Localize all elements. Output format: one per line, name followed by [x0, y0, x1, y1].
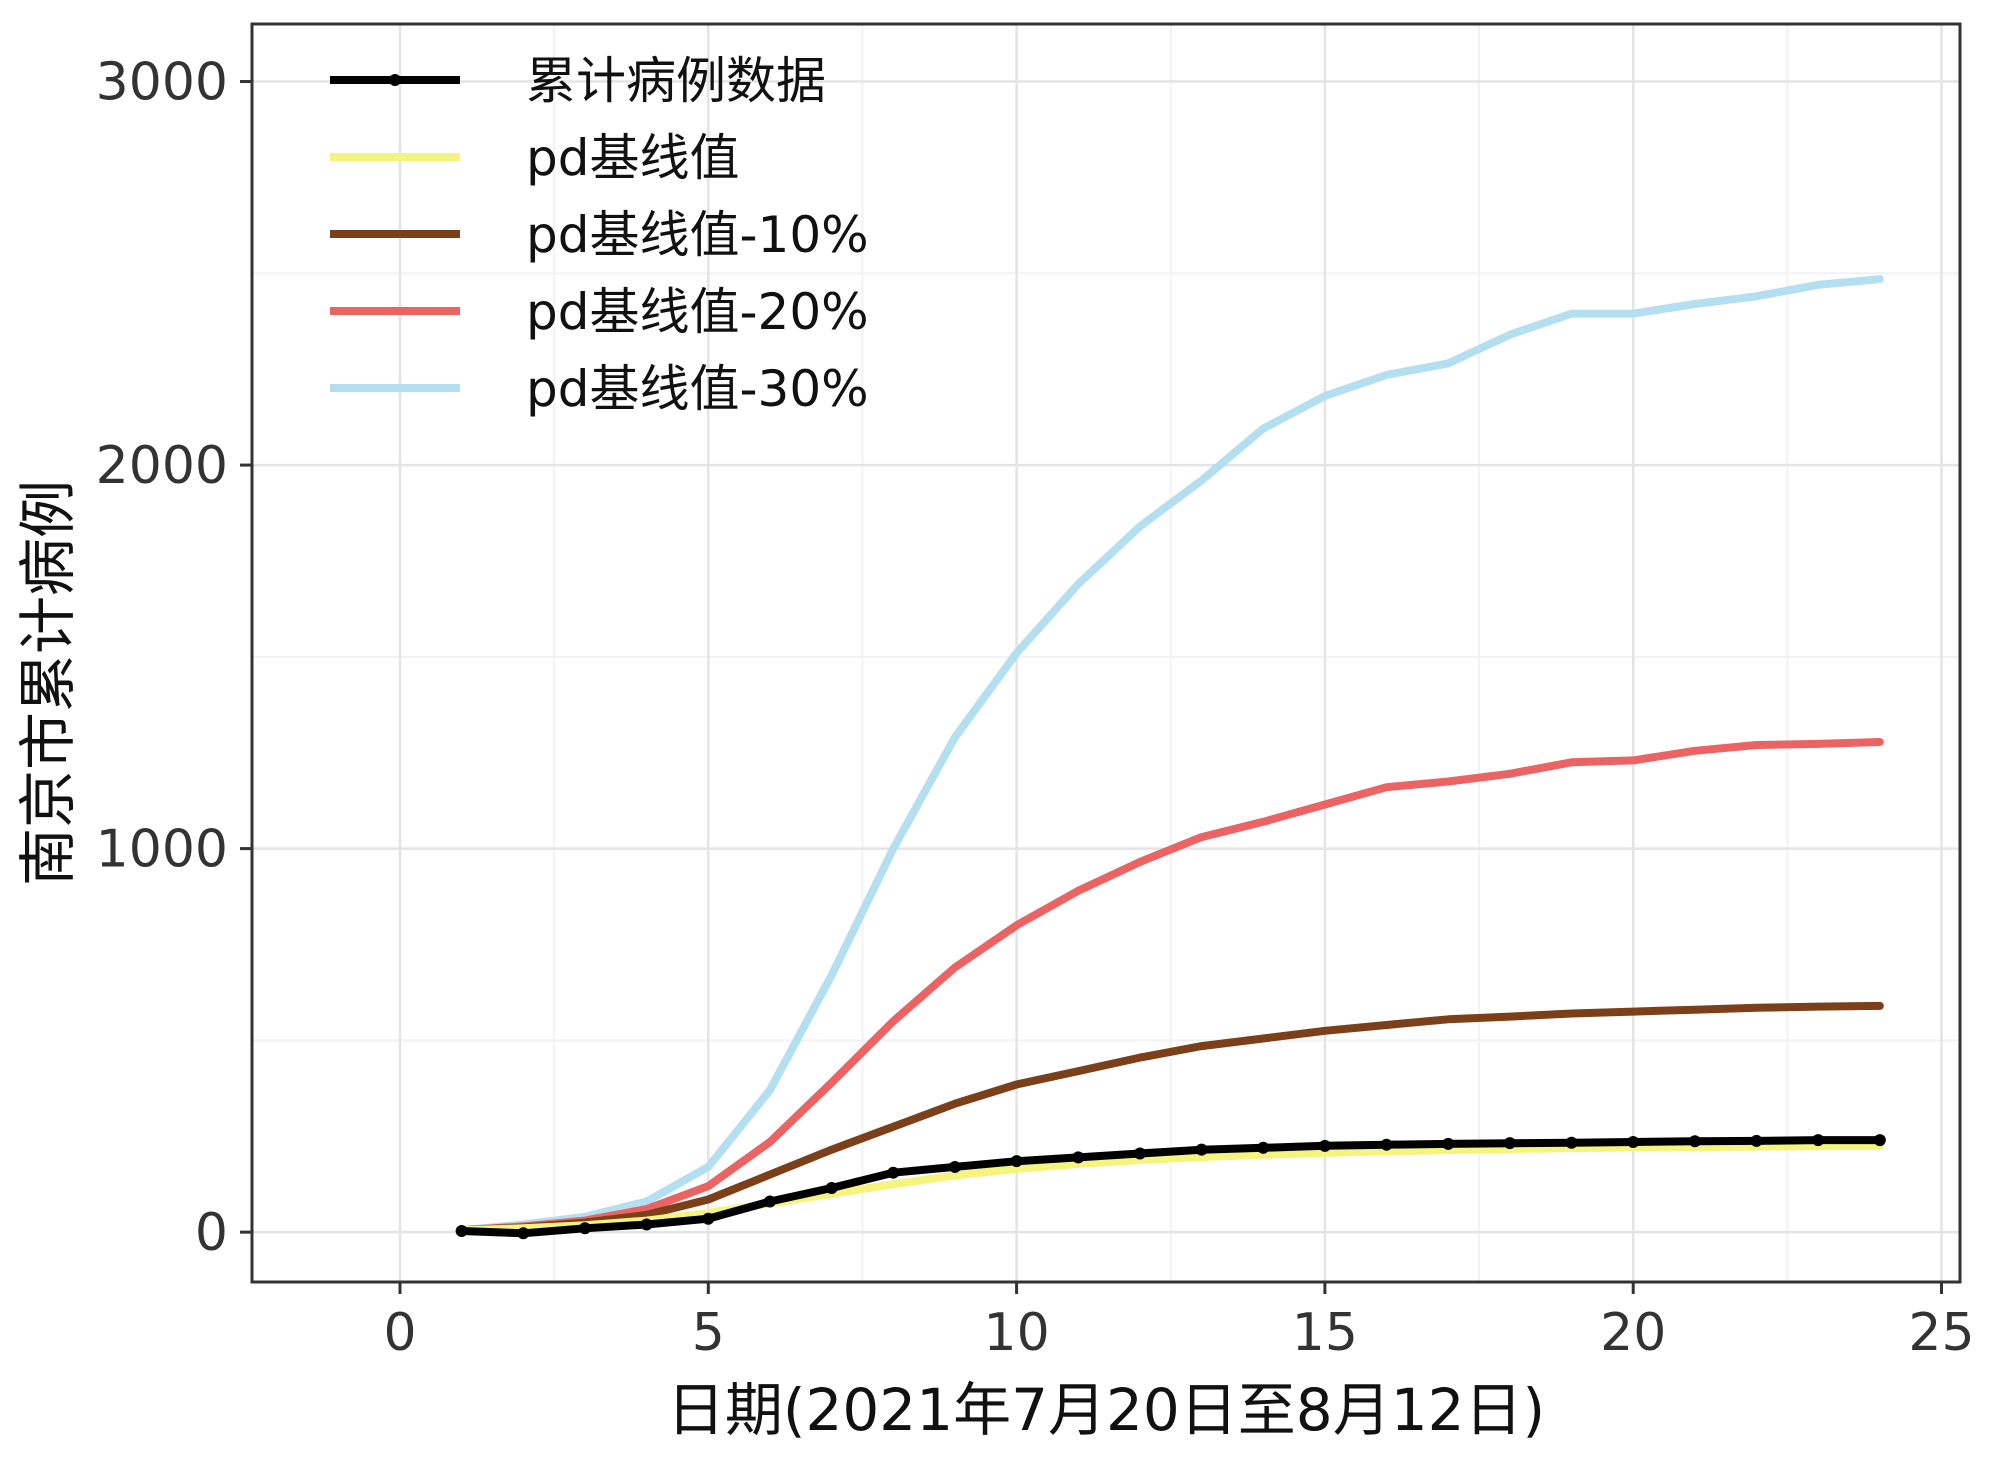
data-point	[1072, 1151, 1085, 1164]
data-point	[1380, 1138, 1393, 1151]
data-point	[1195, 1143, 1208, 1156]
x-tick-label: 25	[1908, 1303, 1974, 1363]
series-line	[457, 275, 1884, 1235]
data-point	[1688, 1135, 1701, 1148]
legend-key-marker	[389, 74, 401, 86]
legend-item: pd基线值-20%	[330, 283, 869, 341]
data-point	[763, 1195, 776, 1208]
series-line	[457, 1001, 1884, 1235]
data-point	[887, 1166, 900, 1179]
data-point	[1565, 1136, 1578, 1149]
axes: 0 5 10 15 20 25 0 1000 2000 3000	[96, 53, 1975, 1363]
legend-item: 累计病例数据	[330, 52, 826, 110]
legend-item: pd基线值-30%	[330, 360, 869, 418]
data-point	[1627, 1136, 1640, 1149]
data-point	[517, 1227, 530, 1240]
x-tick-label: 15	[1292, 1303, 1358, 1363]
series-pd-20-3	[457, 738, 1884, 1235]
y-axis-title: 南京市累计病例	[14, 480, 82, 886]
x-tick-label: 0	[383, 1303, 416, 1363]
legend: 累计病例数据 pd基线值 pd基线值-10% pd基线值-20% pd基线值-30%	[330, 52, 869, 418]
legend-label: 累计病例数据	[526, 52, 826, 110]
x-tick-label: 20	[1600, 1303, 1666, 1363]
data-point	[702, 1212, 715, 1225]
x-tick-label: 5	[692, 1303, 725, 1363]
data-point	[1873, 1134, 1886, 1147]
data-point	[640, 1218, 653, 1231]
data-point	[948, 1160, 961, 1173]
data-point	[1133, 1147, 1146, 1160]
y-tick-label: 1000	[96, 820, 228, 880]
x-axis-title: 日期(2021年7月20日至8月12日)	[667, 1376, 1545, 1444]
y-tick-label: 0	[195, 1203, 228, 1263]
legend-label: pd基线值-10%	[526, 206, 869, 264]
plot-border	[250, 22, 1962, 1284]
series-line	[457, 738, 1884, 1235]
series-line	[457, 1141, 1884, 1235]
data-point	[1010, 1155, 1023, 1168]
legend-label: pd基线值	[526, 129, 739, 187]
series-pd-10-2	[457, 1001, 1884, 1235]
series-pd-30-4	[457, 275, 1884, 1235]
data-point	[1318, 1139, 1331, 1152]
data-point	[1503, 1137, 1516, 1150]
grid	[252, 24, 1960, 1282]
legend-item: pd基线值	[330, 129, 739, 187]
legend-label: pd基线值-20%	[526, 283, 869, 341]
data-point	[578, 1222, 591, 1235]
data-point	[1812, 1134, 1825, 1147]
legend-label: pd基线值-30%	[526, 360, 869, 418]
y-tick-label: 2000	[96, 436, 228, 496]
x-tick-label: 10	[984, 1303, 1050, 1363]
y-tick-label: 3000	[96, 53, 228, 113]
series-line	[457, 1136, 1884, 1238]
series-series-0	[455, 1134, 1886, 1240]
series-pd-1	[457, 1141, 1884, 1235]
plot-series	[455, 275, 1886, 1240]
legend-item: pd基线值-10%	[330, 206, 869, 264]
data-point	[825, 1182, 838, 1195]
data-point	[1750, 1134, 1763, 1147]
data-point	[1257, 1141, 1270, 1154]
data-point	[1442, 1137, 1455, 1150]
data-point	[455, 1224, 468, 1237]
